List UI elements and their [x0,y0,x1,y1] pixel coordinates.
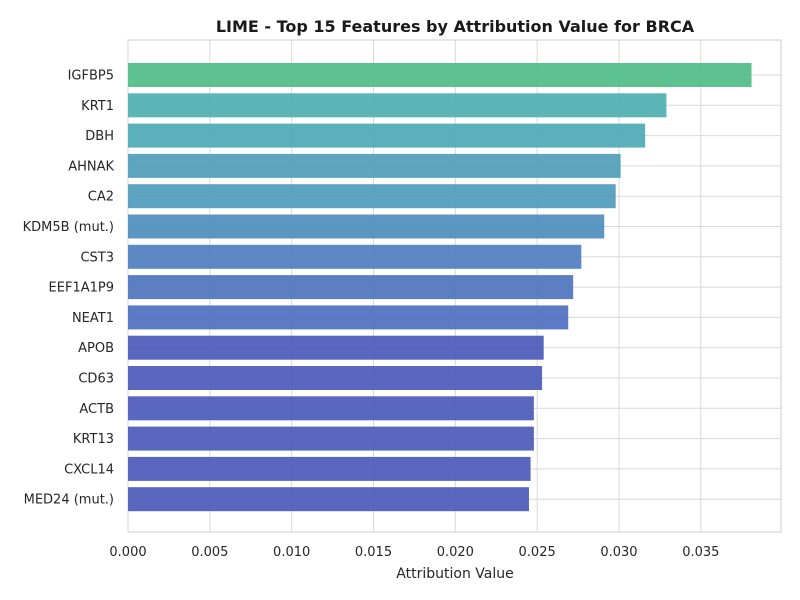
y-tick-label: ACTB [79,402,114,417]
y-tick-label: APOB [78,341,114,356]
y-tick-label: MED24 (mut.) [24,493,114,508]
bar-apob [128,335,544,360]
y-tick-label: IGFBP5 [68,69,114,84]
y-tick-label: NEAT1 [72,311,114,326]
y-tick-label: CA2 [88,190,114,205]
x-tick-label: 0.035 [682,545,719,560]
bar-igfbp5 [128,63,752,87]
bar-cd63 [128,366,543,390]
bar-ca2 [128,184,616,209]
y-tick-label: DBH [85,129,114,144]
y-tick-label: AHNAK [68,159,114,174]
bar-kdm5b-mut [128,214,605,239]
y-tick-label: KDM5B (mut.) [23,220,114,235]
y-tick-labels: IGFBP5 KRT1 DBH AHNAK CA2 KDM5B (mut.) CST3 EEF… [23,69,115,508]
bar-krt13 [128,426,534,451]
y-tick-label: CST3 [80,250,114,265]
x-axis-label: Attribution Value [396,566,513,582]
x-tick-label: 0.030 [600,545,637,560]
y-tick-label: KRT1 [81,99,114,114]
x-tick-label: 0.020 [437,545,474,560]
bar-cxcl14 [128,456,531,481]
bar-dbh [128,123,646,148]
bar-actb [128,396,534,421]
y-tick-label: EEF1A1P9 [49,281,114,296]
x-tick-label: 0.000 [109,545,146,560]
bar-krt1 [128,93,667,118]
x-tick-label: 0.010 [273,545,310,560]
x-tick-labels: 0.000 0.005 0.010 0.015 0.020 0.025 0.030 0.035 [109,545,719,560]
bar-neat1 [128,305,569,330]
bar-eef1a1p9 [128,275,574,300]
bars [128,63,752,512]
bar-med24-mut [128,487,529,512]
x-tick-label: 0.025 [519,545,556,560]
chart-title: LIME - Top 15 Features by Attribution Va… [216,17,695,36]
bar-cst3 [128,244,582,269]
x-tick-label: 0.015 [355,545,392,560]
y-tick-label: KRT13 [73,432,114,447]
y-tick-label: CD63 [78,372,114,387]
y-tick-label: CXCL14 [64,462,114,477]
x-tick-label: 0.005 [191,545,228,560]
bar-ahnak [128,153,621,178]
